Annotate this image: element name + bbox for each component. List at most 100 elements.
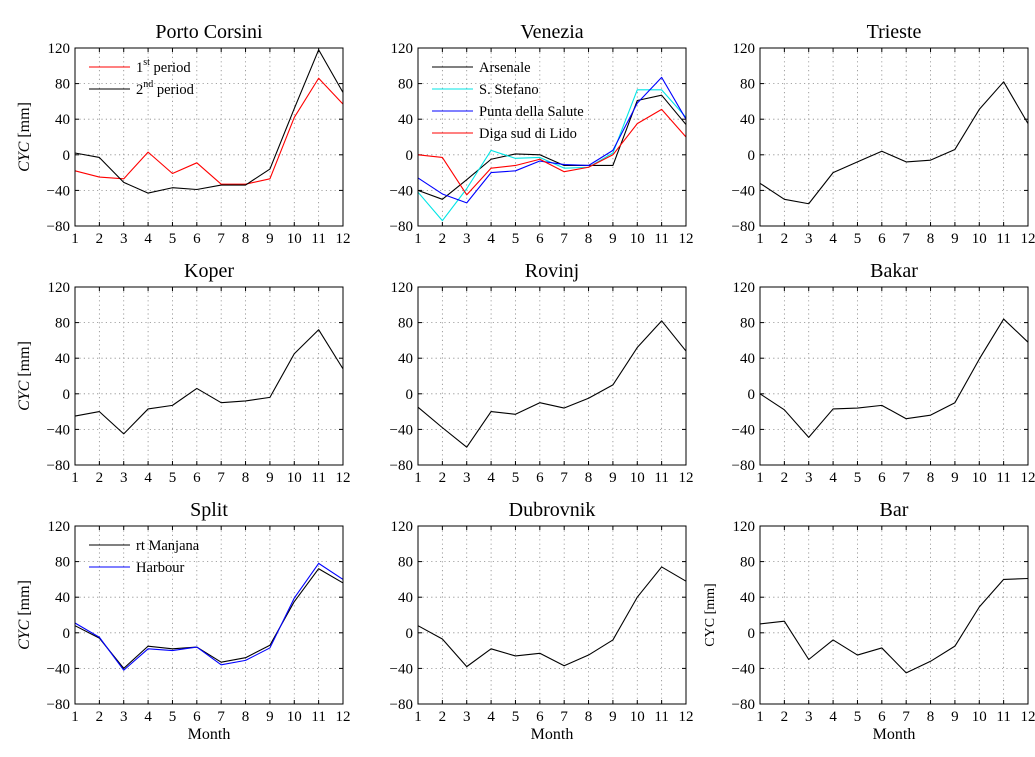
plot-frame [74, 525, 344, 705]
x-tick-label: 12 [679, 231, 694, 247]
y-tick-label: −40 [47, 422, 70, 438]
chart-title: Bakar [870, 260, 918, 282]
x-tick-label: 2 [781, 470, 789, 486]
series-line-main [759, 577, 1029, 674]
plot-frame [417, 525, 687, 705]
panel-dubrovnik: 1 2 3 4 5 6 7 8 9 10 11 12−80−4004080120DubrovnikMo… [390, 499, 694, 743]
x-tick-label: 11 [311, 231, 325, 247]
series-line-punta-della-salute [417, 76, 687, 204]
y-tick-label: −40 [390, 422, 413, 438]
y-tick-label: 40 [740, 351, 755, 367]
x-tick-label: 5 [512, 709, 520, 725]
x-tick-label: 6 [878, 470, 886, 486]
y-axis-label: CYC [mm] [703, 583, 718, 646]
y-axis-label: CYC [mm] [16, 341, 33, 411]
x-tick-label: 12 [336, 709, 351, 725]
y-tick-label: 0 [406, 626, 414, 642]
y-tick-label: −40 [47, 183, 70, 199]
y-tick-label: 80 [740, 555, 755, 571]
x-tick-label: 5 [169, 709, 177, 725]
y-tick-label: 120 [48, 41, 71, 57]
x-tick-label: 6 [193, 231, 201, 247]
plot-frame [74, 47, 344, 227]
panel-venezia: 1 2 3 4 5 6 7 8 9 10 11 12−80−4004080120VeneziaArse… [390, 21, 694, 247]
y-tick-label: 40 [398, 112, 413, 128]
y-tick-label: 80 [55, 77, 70, 93]
series-line-harbour [74, 562, 344, 671]
plot-frame [74, 286, 344, 466]
y-tick-label: 0 [406, 387, 414, 403]
x-tick-label: 7 [560, 470, 568, 486]
x-tick-label: 1 [71, 231, 79, 247]
x-tick-label: 9 [609, 709, 617, 725]
y-tick-label: 80 [398, 555, 413, 571]
series-line-2-period [74, 49, 344, 194]
x-tick-label: 11 [654, 470, 668, 486]
x-tick-label: 8 [927, 470, 935, 486]
x-tick-label: 3 [805, 231, 813, 247]
x-tick-label: 10 [630, 470, 645, 486]
x-tick-label: 7 [217, 231, 225, 247]
x-tick-label: 1 [71, 709, 79, 725]
x-tick-label: 8 [242, 709, 250, 725]
x-tick-label: 8 [927, 231, 935, 247]
plot-frame [759, 525, 1029, 705]
legend-label: rt Manjana [136, 538, 200, 554]
y-tick-label: −40 [732, 661, 755, 677]
x-tick-label: 3 [463, 470, 471, 486]
x-tick-label: 8 [242, 470, 250, 486]
x-tick-label: 11 [311, 470, 325, 486]
x-tick-label: 5 [854, 709, 862, 725]
x-tick-label: 5 [169, 470, 177, 486]
y-tick-label: 0 [63, 148, 71, 164]
y-tick-label: 0 [63, 387, 71, 403]
y-tick-label: −80 [732, 458, 755, 474]
legend-label: Diga sud di Lido [479, 126, 577, 142]
x-tick-label: 12 [336, 231, 351, 247]
x-tick-label: 3 [463, 709, 471, 725]
x-tick-label: 7 [902, 231, 910, 247]
x-tick-label: 9 [951, 709, 959, 725]
chart-title: Trieste [867, 21, 922, 43]
chart-title: Rovinj [525, 260, 579, 282]
x-tick-label: 6 [878, 231, 886, 247]
x-tick-label: 12 [1021, 470, 1035, 486]
series-line-main [759, 81, 1029, 205]
x-tick-label: 11 [311, 709, 325, 725]
x-tick-label: 2 [439, 470, 447, 486]
y-tick-label: 0 [63, 626, 71, 642]
x-tick-label: 5 [512, 470, 520, 486]
x-tick-label: 8 [242, 231, 250, 247]
x-tick-label: 10 [972, 231, 987, 247]
y-tick-label: 80 [740, 77, 755, 93]
legend-label: Harbour [136, 560, 184, 576]
y-tick-label: −80 [47, 697, 70, 713]
x-tick-label: 2 [96, 231, 104, 247]
series-line-main [417, 566, 687, 668]
x-tick-label: 4 [829, 709, 837, 725]
x-tick-label: 6 [536, 709, 544, 725]
plot-frame [417, 47, 687, 227]
x-tick-label: 9 [609, 470, 617, 486]
x-tick-label: 10 [972, 709, 987, 725]
y-tick-label: 0 [748, 626, 756, 642]
x-tick-label: 6 [193, 709, 201, 725]
y-tick-label: 40 [55, 112, 70, 128]
series-line-main [759, 318, 1029, 438]
x-tick-label: 9 [951, 470, 959, 486]
x-axis-label: Month [873, 726, 916, 743]
x-tick-label: 12 [679, 470, 694, 486]
x-tick-label: 4 [829, 231, 837, 247]
x-axis-label: Month [531, 726, 574, 743]
x-tick-label: 5 [169, 231, 177, 247]
legend-label: S. Stefano [479, 82, 539, 98]
series-line-1-period [74, 77, 344, 185]
plot-frame [417, 286, 687, 466]
x-tick-label: 10 [630, 709, 645, 725]
x-tick-label: 10 [287, 470, 302, 486]
x-tick-label: 2 [439, 231, 447, 247]
x-tick-label: 6 [536, 231, 544, 247]
